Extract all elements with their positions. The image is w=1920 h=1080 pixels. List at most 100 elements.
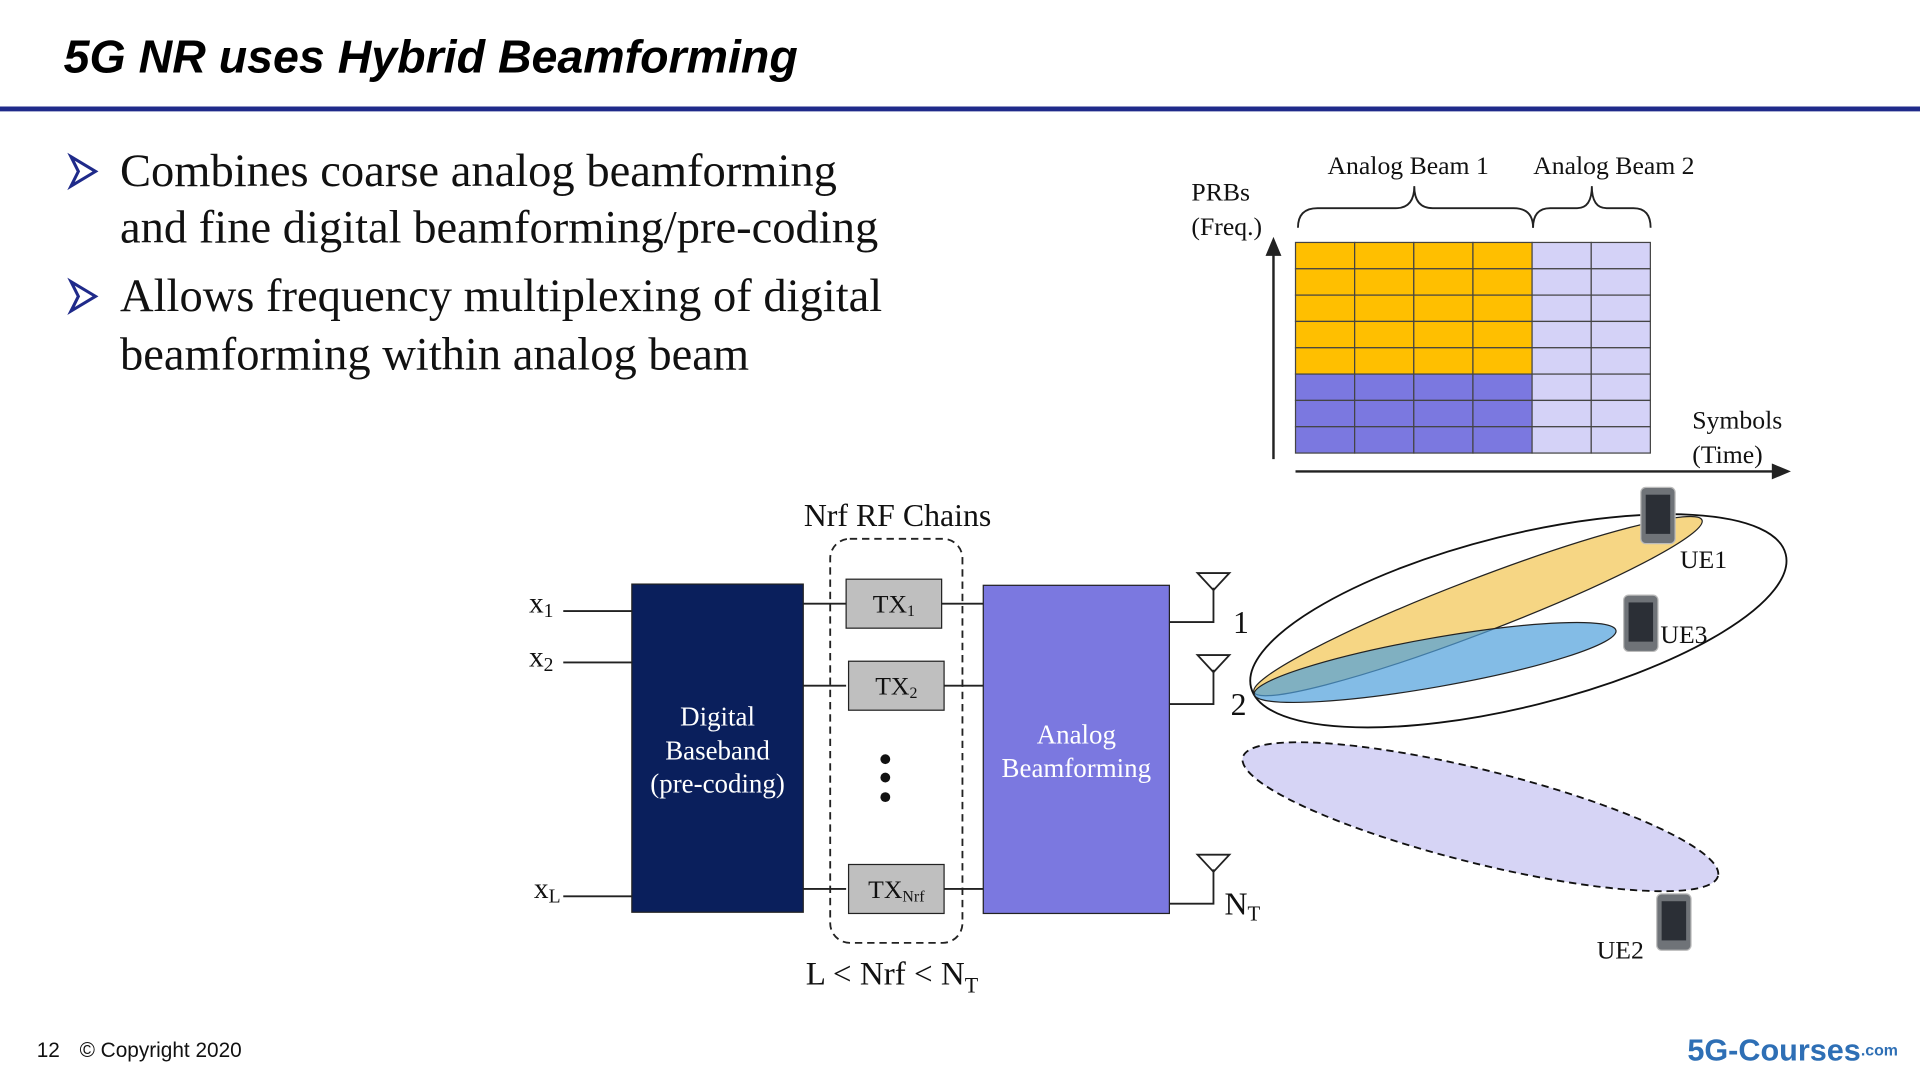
- grid-cell: [1294, 294, 1356, 323]
- grid-cell: [1590, 268, 1651, 296]
- grid-cell: [1413, 399, 1474, 428]
- grid-cell: [1472, 347, 1533, 375]
- grid-cell: [1531, 241, 1592, 270]
- beam-ue2: [1241, 741, 1720, 893]
- grid-cell: [1472, 241, 1533, 270]
- antenna-feed: [1169, 669, 1215, 705]
- ellipsis-dot: [880, 772, 891, 783]
- grid-cell: [1590, 241, 1651, 270]
- phone-screen: [1661, 901, 1687, 941]
- rf-chain-group: [829, 537, 964, 944]
- grid-cell: [1472, 399, 1533, 428]
- grid-labels: Analog Beam 1 Analog Beam 2 PRBs (Freq.)…: [1191, 151, 1782, 469]
- grid-cell: [1413, 320, 1474, 349]
- ue-label: UE2: [1597, 936, 1644, 965]
- ue-labels: UE1 UE3 UE2: [1597, 545, 1727, 965]
- grid-cell: [1472, 268, 1533, 296]
- antenna: [1195, 654, 1232, 674]
- block-diagram: Nrf RF Chains x1 x2 xL Digital Baseband …: [529, 498, 1261, 997]
- ellipsis-dot: [880, 754, 891, 765]
- grid-cell: [1413, 241, 1474, 270]
- grid-cell: [1531, 426, 1592, 454]
- grid-cell: [1531, 373, 1592, 402]
- grid-cell: [1531, 320, 1592, 349]
- beam-label: Analog Beam 2: [1533, 151, 1694, 180]
- grid-cell: [1354, 426, 1415, 454]
- tx-label: TXNrf: [868, 874, 925, 904]
- analog-beam-outline: [1249, 513, 1788, 729]
- axes: [1265, 236, 1791, 480]
- brace: [1532, 186, 1652, 228]
- block-label: Analog: [1037, 720, 1116, 750]
- antenna-label: NT: [1224, 886, 1260, 925]
- block-label: Baseband: [665, 736, 770, 766]
- bullet-list: Combines coarse analog beamforming and f…: [67, 146, 882, 381]
- phones: [1623, 486, 1692, 951]
- copyright: © Copyright 2020: [80, 1039, 242, 1062]
- grid-cell: [1294, 426, 1356, 454]
- input-label: x1: [529, 588, 553, 622]
- grid-cell: [1354, 347, 1415, 375]
- bullet-arrow: [67, 152, 99, 191]
- axis-label: PRBs: [1191, 178, 1250, 207]
- antenna-label: 1: [1233, 605, 1249, 640]
- grid-cell: [1590, 294, 1651, 323]
- phone-screen: [1645, 494, 1671, 534]
- grid-cell: [1590, 373, 1651, 402]
- grid-cell: [1294, 399, 1356, 428]
- axis-label: (Time): [1692, 440, 1762, 469]
- input-label: xL: [534, 873, 561, 907]
- grid-cell: [1413, 268, 1474, 296]
- connectors: [563, 572, 1232, 905]
- block-label: Digital: [680, 701, 755, 731]
- grid-cell: [1354, 294, 1415, 323]
- axis-label: Symbols: [1692, 406, 1782, 435]
- resource-grid: [1294, 241, 1651, 454]
- rf-title: Nrf RF Chains: [804, 498, 991, 533]
- tx-block: [847, 660, 945, 711]
- grid-cell: [1531, 347, 1592, 375]
- grid-cell: [1472, 320, 1533, 349]
- grid-cell: [1413, 373, 1474, 402]
- grid-cell: [1294, 373, 1356, 402]
- braces: [1297, 186, 1652, 228]
- grid-cell: [1531, 294, 1592, 323]
- baseband-block: [631, 583, 804, 913]
- ue-label: UE3: [1660, 620, 1707, 649]
- constraint: L < Nrf < NT: [806, 957, 979, 997]
- grid-cell: [1294, 320, 1356, 349]
- grid-cell: [1531, 399, 1592, 428]
- grid-cell: [1590, 347, 1651, 375]
- ue-label: UE1: [1680, 545, 1727, 574]
- tx-label: TX2: [875, 671, 917, 701]
- ellipsis-dot: [880, 792, 891, 803]
- antenna: [1195, 853, 1232, 874]
- arrow-head: [1265, 236, 1282, 256]
- grid-cell: [1413, 426, 1474, 454]
- grid-cell: [1354, 399, 1415, 428]
- bullet-line: and fine digital beamforming/pre-coding: [120, 202, 878, 253]
- bullet-line: beamforming within analog beam: [120, 330, 749, 381]
- grid-cell: [1531, 268, 1592, 296]
- antenna: [1195, 572, 1232, 592]
- grid-cell: [1472, 426, 1533, 454]
- tx-block: [847, 863, 945, 915]
- grid-cell: [1354, 268, 1415, 296]
- grid-cell: [1590, 426, 1651, 454]
- grid-cell: [1354, 320, 1415, 349]
- block-label: (pre-coding): [650, 769, 785, 799]
- grid-cell: [1294, 241, 1356, 270]
- antenna-feed: [1169, 587, 1215, 623]
- beams: [1241, 513, 1788, 893]
- bullet-arrow: [67, 277, 99, 316]
- logo: 5G-Courses.com: [1687, 1034, 1898, 1068]
- tx-label: TX1: [873, 589, 915, 619]
- arrow-head: [1771, 463, 1791, 480]
- grid-cell: [1472, 294, 1533, 323]
- grid-cell: [1294, 268, 1356, 296]
- grid-cell: [1354, 241, 1415, 270]
- page-number: 12: [37, 1039, 60, 1062]
- beam-label: Analog Beam 1: [1327, 151, 1488, 180]
- phone-screen: [1628, 602, 1654, 642]
